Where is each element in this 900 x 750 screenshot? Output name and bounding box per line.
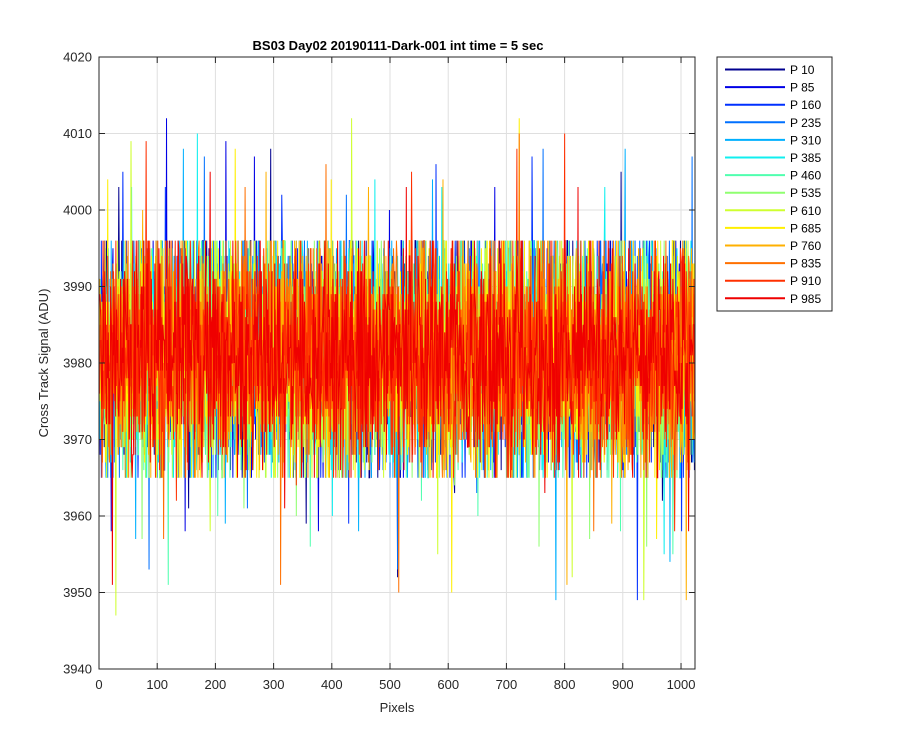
x-tick-label: 0	[95, 677, 102, 692]
y-tick-label: 4010	[63, 126, 92, 141]
y-tick-label: 3970	[63, 432, 92, 447]
y-tick-label: 3960	[63, 509, 92, 524]
x-tick-label: 800	[554, 677, 576, 692]
legend-box	[716, 56, 833, 312]
legend-label: P 385	[790, 151, 821, 165]
x-tick-label: 300	[263, 677, 285, 692]
x-axis-label: Pixels	[380, 700, 415, 715]
legend-label: P 910	[790, 274, 821, 288]
legend: P 10 P 85 P 160 P 235 P 310 P 385 P 460 P 535 P …	[716, 56, 833, 312]
legend-label: P 310	[790, 133, 821, 147]
y-tick-label: 3950	[63, 585, 92, 600]
y-tick-label: 4020	[63, 50, 92, 65]
legend-label: P 10	[790, 63, 815, 77]
legend-label: P 835	[790, 257, 821, 271]
x-tick-label: 100	[146, 677, 168, 692]
legend-label: P 160	[790, 98, 821, 112]
y-tick-label: 3940	[63, 662, 92, 677]
y-tick-label: 3980	[63, 356, 92, 371]
y-tick-label: 4000	[63, 203, 92, 218]
series-line-14	[99, 171, 696, 585]
legend-label: P 535	[790, 186, 821, 200]
y-axis-label: Cross Track Signal (ADU)	[36, 289, 51, 438]
legend-label: P 985	[790, 292, 821, 306]
x-tick-label: 900	[612, 677, 634, 692]
legend-label: P 85	[790, 81, 815, 95]
axis-ticks: 0 100 200 300 400 500 600 700 800 900 1000 3940 3950…	[63, 50, 695, 693]
legend-label: P 235	[790, 116, 821, 130]
legend-label: P 610	[790, 204, 821, 218]
chart-title: BS03 Day02 20190111-Dark-001 int time = …	[253, 38, 544, 53]
x-tick-label: 400	[321, 677, 343, 692]
x-tick-label: 1000	[667, 677, 696, 692]
series-group	[99, 118, 696, 616]
x-tick-label: 700	[496, 677, 518, 692]
legend-label: P 685	[790, 221, 821, 235]
x-tick-label: 500	[379, 677, 401, 692]
x-tick-label: 200	[205, 677, 227, 692]
x-tick-label: 600	[437, 677, 459, 692]
legend-label: P 460	[790, 169, 821, 183]
legend-label: P 760	[790, 239, 821, 253]
y-tick-label: 3990	[63, 279, 92, 294]
